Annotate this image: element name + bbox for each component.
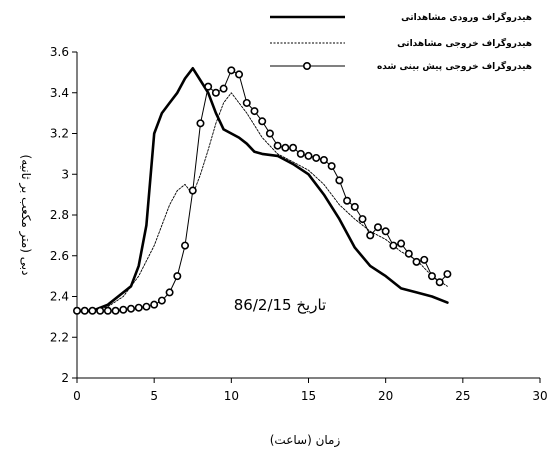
series-3-point [289, 143, 298, 152]
series-3-point [427, 272, 436, 281]
series-3-point [196, 119, 205, 128]
series-3-point [343, 196, 352, 205]
series-3-point [381, 227, 390, 236]
x-tick-label: 15 [301, 389, 316, 403]
series-3-point [296, 149, 305, 158]
series-3-point [397, 239, 406, 248]
y-axis-title: دبی (متر مکعب بر ثانیه) [18, 155, 33, 276]
series-3-point [103, 306, 112, 315]
series-3-point [265, 129, 274, 138]
y-tick-label: 2.6 [50, 249, 69, 263]
series-3-point [281, 143, 290, 152]
x-tick-label: 20 [378, 389, 393, 403]
series-3-point [258, 117, 267, 126]
series-layer [73, 66, 452, 315]
y-tick-label: 3.6 [50, 45, 69, 59]
series-3-point [119, 305, 128, 314]
legend-label-1: هیدروگراف ورودی مشاهداتی [401, 11, 532, 23]
series-3-point [389, 241, 398, 250]
y-tick-label: 3.2 [50, 127, 69, 141]
legend-label-2: هیدروگراف خروجی مشاهداتی [397, 37, 532, 49]
series-3-point [188, 186, 197, 195]
axes: 2 2.2 2.4 2.6 2.8 3 3.2 3.4 3.6 0 5 10 15 20 25 30 [50, 45, 548, 403]
series-3-point [412, 257, 421, 266]
series-3-point [404, 249, 413, 258]
y-tick-label: 3 [61, 167, 69, 181]
x-tick-label: 5 [150, 389, 158, 403]
series-line-3 [76, 69, 448, 312]
series-3-point [250, 107, 259, 116]
series-3-point [73, 306, 82, 315]
series-3-point [335, 176, 344, 185]
series-3-point [420, 255, 429, 264]
series-3-point [181, 241, 190, 250]
series-3-point [366, 231, 375, 240]
series-3-point [319, 155, 328, 164]
x-tick-label: 30 [532, 389, 547, 403]
series-3-point [142, 302, 151, 311]
series-3-point [304, 151, 313, 160]
series-line-1 [75, 67, 449, 313]
y-tick-label: 2 [61, 371, 69, 385]
series-3-point [80, 306, 89, 315]
x-tick-label: 0 [73, 389, 81, 403]
series-3-point [443, 270, 452, 279]
date-annotation: تاریخ 86/2/15 [234, 296, 326, 314]
series-3-point [227, 66, 236, 75]
series-3-point [273, 141, 282, 150]
series-3-point [350, 202, 359, 211]
series-3-point [312, 153, 321, 162]
series-3-point [435, 278, 444, 287]
legend: هیدروگراف ورودی مشاهداتی هیدروگراف خروجی … [270, 11, 532, 72]
series-3-point [235, 70, 244, 79]
series-3-point [204, 82, 213, 91]
series-3-point [150, 300, 159, 309]
series-3-point [127, 304, 136, 313]
legend-label-3: هیدروگراف خروجی پیش بینی شده [377, 60, 532, 72]
series-3-point [358, 215, 367, 224]
x-tick-label: 25 [455, 389, 470, 403]
series-line-2 [76, 92, 448, 312]
x-axis-title: زمان (ساعت) [270, 433, 341, 448]
series-3-point [242, 98, 251, 107]
y-tick-label: 2.2 [50, 330, 69, 344]
series-3-point [373, 223, 382, 232]
legend-marker [302, 61, 311, 70]
series-3-point [327, 162, 336, 171]
y-tick-label: 2.4 [50, 290, 69, 304]
series-3-point [96, 306, 105, 315]
series-3-point [134, 303, 143, 312]
series-3-point [219, 84, 228, 93]
series-3-point [211, 88, 220, 97]
series-3-point [111, 306, 120, 315]
series-3-point [88, 306, 97, 315]
series-3-point [165, 288, 174, 297]
x-tick-label: 10 [224, 389, 239, 403]
y-tick-label: 3.4 [50, 86, 69, 100]
series-3-point [157, 296, 166, 305]
series-3-point [173, 272, 182, 281]
y-tick-label: 2.8 [50, 208, 69, 222]
